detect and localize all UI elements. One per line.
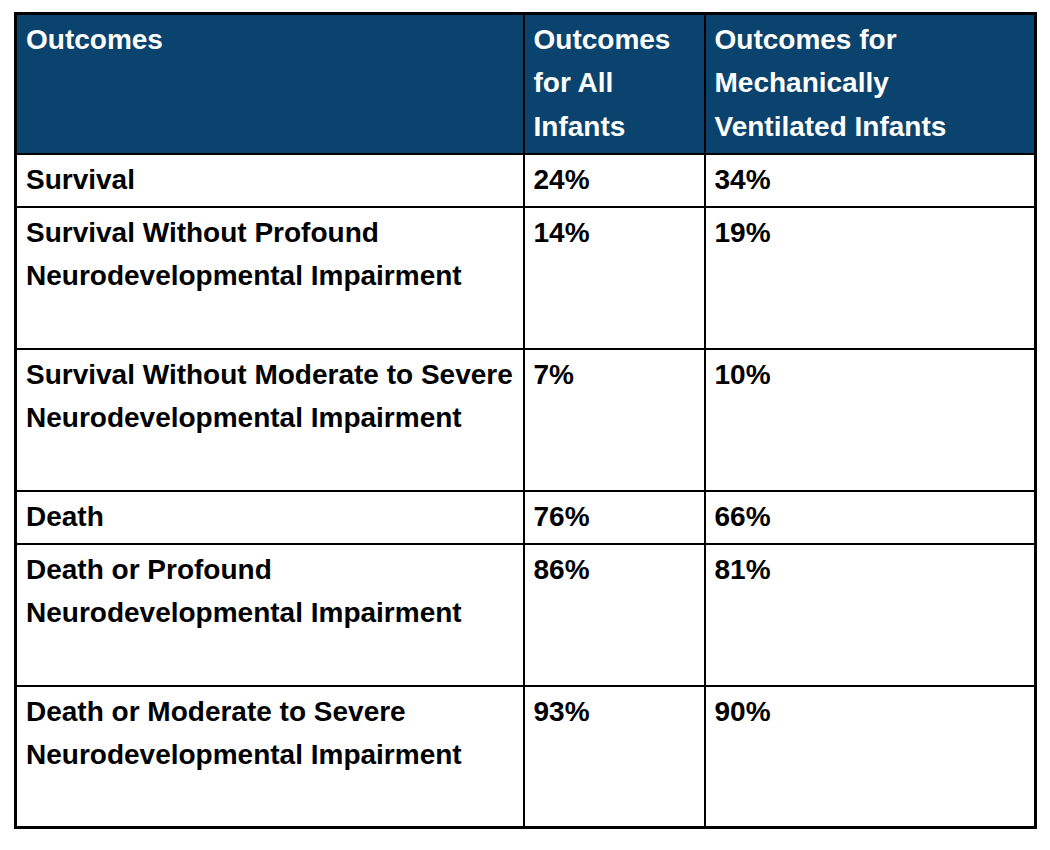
table-header-row: Outcomes Outcomes for All Infants Outcom… — [16, 14, 1036, 154]
outcome-cell: Survival — [16, 154, 524, 207]
column-header-all-infants: Outcomes for All Infants — [524, 14, 705, 154]
outcome-cell: Death or Moderate to Severe Neurodevelop… — [16, 686, 524, 828]
outcomes-table: Outcomes Outcomes for All Infants Outcom… — [14, 12, 1037, 829]
ventilated-infants-cell: 19% — [705, 207, 1036, 349]
page: Outcomes Outcomes for All Infants Outcom… — [0, 0, 1050, 850]
table-row: Death or Moderate to Severe Neurodevelop… — [16, 686, 1036, 828]
ventilated-infants-cell: 10% — [705, 349, 1036, 491]
table-row: Survival 24% 34% — [16, 154, 1036, 207]
all-infants-cell: 86% — [524, 544, 705, 686]
all-infants-cell: 76% — [524, 491, 705, 544]
table-row: Death or Profound Neurodevelopmental Imp… — [16, 544, 1036, 686]
outcome-cell: Death — [16, 491, 524, 544]
ventilated-infants-cell: 66% — [705, 491, 1036, 544]
all-infants-cell: 24% — [524, 154, 705, 207]
all-infants-cell: 14% — [524, 207, 705, 349]
ventilated-infants-cell: 90% — [705, 686, 1036, 828]
outcome-cell: Survival Without Moderate to Severe Neur… — [16, 349, 524, 491]
outcome-cell: Death or Profound Neurodevelopmental Imp… — [16, 544, 524, 686]
column-header-outcomes: Outcomes — [16, 14, 524, 154]
outcome-cell: Survival Without Profound Neurodevelopme… — [16, 207, 524, 349]
table-row: Survival Without Moderate to Severe Neur… — [16, 349, 1036, 491]
table-row: Survival Without Profound Neurodevelopme… — [16, 207, 1036, 349]
ventilated-infants-cell: 81% — [705, 544, 1036, 686]
all-infants-cell: 93% — [524, 686, 705, 828]
table-row: Death 76% 66% — [16, 491, 1036, 544]
all-infants-cell: 7% — [524, 349, 705, 491]
column-header-ventilated-infants: Outcomes for Mechanically Ventilated Inf… — [705, 14, 1036, 154]
ventilated-infants-cell: 34% — [705, 154, 1036, 207]
